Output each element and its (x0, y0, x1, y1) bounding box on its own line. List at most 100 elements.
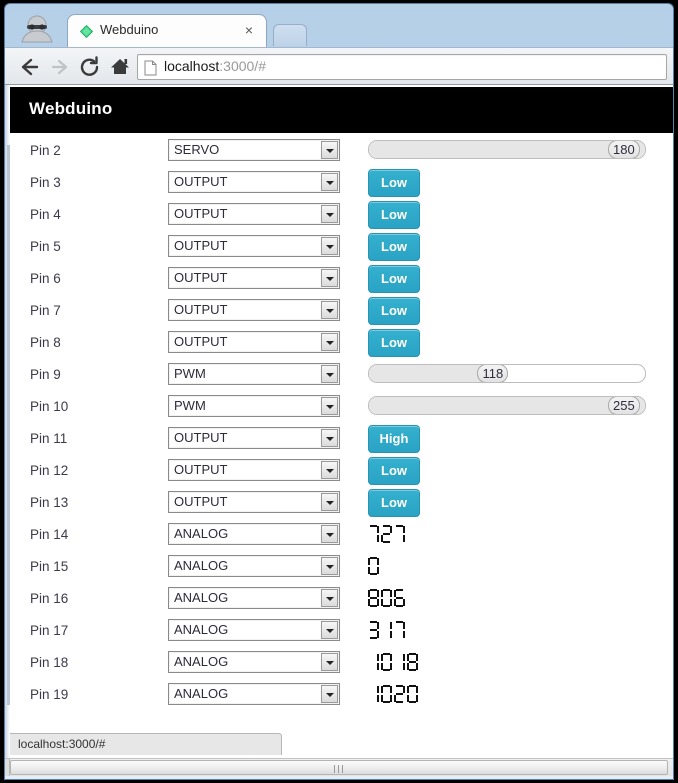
pin-row: Pin 10 PWM 255 (10, 395, 673, 427)
pin-row: Pin 11 OUTPUT High (10, 425, 673, 459)
pin-toggle-button[interactable]: High (368, 425, 420, 453)
chevron-down-icon[interactable] (321, 589, 338, 607)
pin-row: Pin 2 SERVO 180 (10, 139, 673, 171)
chevron-down-icon[interactable] (321, 557, 338, 575)
address-bar[interactable]: localhost:3000/# (137, 54, 667, 80)
chevron-down-icon[interactable] (321, 301, 338, 319)
chrome-frame: Webduino × (4, 3, 674, 780)
pin-row: Pin 18 ANALOG (10, 651, 673, 683)
url-path: :3000/# (219, 58, 266, 74)
pin-mode-value: PWM (174, 366, 206, 381)
pin-row: Pin 17 ANALOG (10, 619, 673, 651)
pin-mode-select[interactable]: ANALOG (168, 555, 340, 577)
page-title: Webduino (29, 99, 113, 118)
lcd-digits (368, 621, 405, 639)
pin-mode-select[interactable]: OUTPUT (168, 459, 340, 481)
new-tab-button[interactable] (273, 24, 307, 46)
pin-value-slider[interactable]: 255 (368, 396, 646, 415)
lcd-digits (368, 653, 418, 671)
chevron-down-icon[interactable] (321, 461, 338, 479)
page-viewport: Webduino Pin 2 SERVO 180 Pin 3 OUTPUT Low Pin … (5, 85, 673, 760)
slider-fill (369, 397, 645, 414)
lcd-digits (368, 589, 405, 607)
home-icon[interactable] (107, 55, 133, 79)
pin-toggle-button[interactable]: Low (368, 297, 420, 325)
close-icon[interactable]: × (244, 22, 254, 38)
back-arrow-icon[interactable] (17, 55, 43, 79)
chevron-down-icon[interactable] (321, 525, 338, 543)
chevron-down-icon[interactable] (321, 653, 338, 671)
chevron-down-icon[interactable] (321, 237, 338, 255)
pin-control: Low (368, 169, 420, 199)
pin-mode-value: OUTPUT (174, 174, 228, 189)
pin-mode-value: ANALOG (174, 590, 229, 605)
pin-label-pin-15: Pin 15 (30, 559, 69, 574)
pin-control (368, 587, 405, 609)
pin-mode-select[interactable]: OUTPUT (168, 299, 340, 321)
pin-mode-select[interactable]: OUTPUT (168, 331, 340, 353)
chevron-down-icon[interactable] (321, 493, 338, 511)
pin-mode-select[interactable]: OUTPUT (168, 267, 340, 289)
pin-toggle-button[interactable]: Low (368, 201, 420, 229)
browser-tab-webduino[interactable]: Webduino × (67, 14, 267, 48)
chevron-down-icon[interactable] (321, 333, 338, 351)
pin-mode-value: PWM (174, 398, 206, 413)
pin-mode-select[interactable]: OUTPUT (168, 427, 340, 449)
pin-mode-value: OUTPUT (174, 462, 228, 477)
chevron-down-icon[interactable] (321, 685, 338, 703)
chevron-down-icon[interactable] (321, 269, 338, 287)
analog-reading (368, 621, 405, 643)
slider-thumb[interactable]: 255 (608, 397, 640, 414)
pin-mode-select[interactable]: OUTPUT (168, 171, 340, 193)
pin-row: Pin 5 OUTPUT Low (10, 233, 673, 267)
pin-list: Pin 2 SERVO 180 Pin 3 OUTPUT Low Pin 4 OUTPUT Lo… (10, 133, 673, 760)
pin-label-pin-8: Pin 8 (30, 335, 61, 350)
pin-toggle-button[interactable]: Low (368, 489, 420, 517)
horizontal-scrollbar-thumb[interactable] (10, 760, 668, 775)
pin-mode-select[interactable]: OUTPUT (168, 235, 340, 257)
pin-control (368, 651, 418, 673)
pin-mode-select[interactable]: ANALOG (168, 619, 340, 641)
slider-fill (369, 141, 645, 158)
pin-row: Pin 9 PWM 118 (10, 363, 673, 395)
pin-mode-select[interactable]: PWM (168, 395, 340, 417)
pin-value-slider[interactable]: 118 (368, 364, 646, 383)
pin-mode-select[interactable]: ANALOG (168, 683, 340, 705)
pin-mode-value: OUTPUT (174, 302, 228, 317)
pin-toggle-button[interactable]: Low (368, 457, 420, 485)
pin-mode-select[interactable]: OUTPUT (168, 491, 340, 513)
pin-mode-select[interactable]: PWM (168, 363, 340, 385)
chevron-down-icon[interactable] (321, 429, 338, 447)
slider-thumb[interactable]: 180 (608, 141, 640, 158)
pin-toggle-button[interactable]: Low (368, 169, 420, 197)
pin-toggle-button[interactable]: Low (368, 329, 420, 357)
page-icon (144, 60, 157, 76)
chevron-down-icon[interactable] (321, 397, 338, 415)
pin-mode-select[interactable]: OUTPUT (168, 203, 340, 225)
pin-mode-value: OUTPUT (174, 494, 228, 509)
analog-reading (368, 525, 405, 547)
pin-toggle-button[interactable]: Low (368, 265, 420, 293)
reload-icon[interactable] (77, 55, 103, 79)
pin-mode-select[interactable]: SERVO (168, 139, 340, 161)
pin-mode-select[interactable]: ANALOG (168, 587, 340, 609)
chevron-down-icon[interactable] (321, 205, 338, 223)
lcd-digits (368, 685, 418, 703)
pin-label-pin-18: Pin 18 (30, 655, 69, 670)
chevron-down-icon[interactable] (321, 621, 338, 639)
vertical-scroll-track[interactable] (7, 145, 10, 705)
pin-label-pin-9: Pin 9 (30, 367, 61, 382)
tab-title: Webduino (100, 22, 159, 37)
chevron-down-icon[interactable] (321, 141, 338, 159)
horizontal-scrollbar[interactable] (5, 758, 673, 776)
pin-mode-select[interactable]: ANALOG (168, 523, 340, 545)
pin-value-slider[interactable]: 180 (368, 140, 646, 159)
pin-control (368, 523, 405, 545)
chevron-down-icon[interactable] (321, 365, 338, 383)
chevron-down-icon[interactable] (321, 173, 338, 191)
pin-toggle-button[interactable]: Low (368, 233, 420, 261)
pin-mode-select[interactable]: ANALOG (168, 651, 340, 673)
pin-control: Low (368, 233, 420, 263)
slider-thumb[interactable]: 118 (477, 365, 509, 382)
